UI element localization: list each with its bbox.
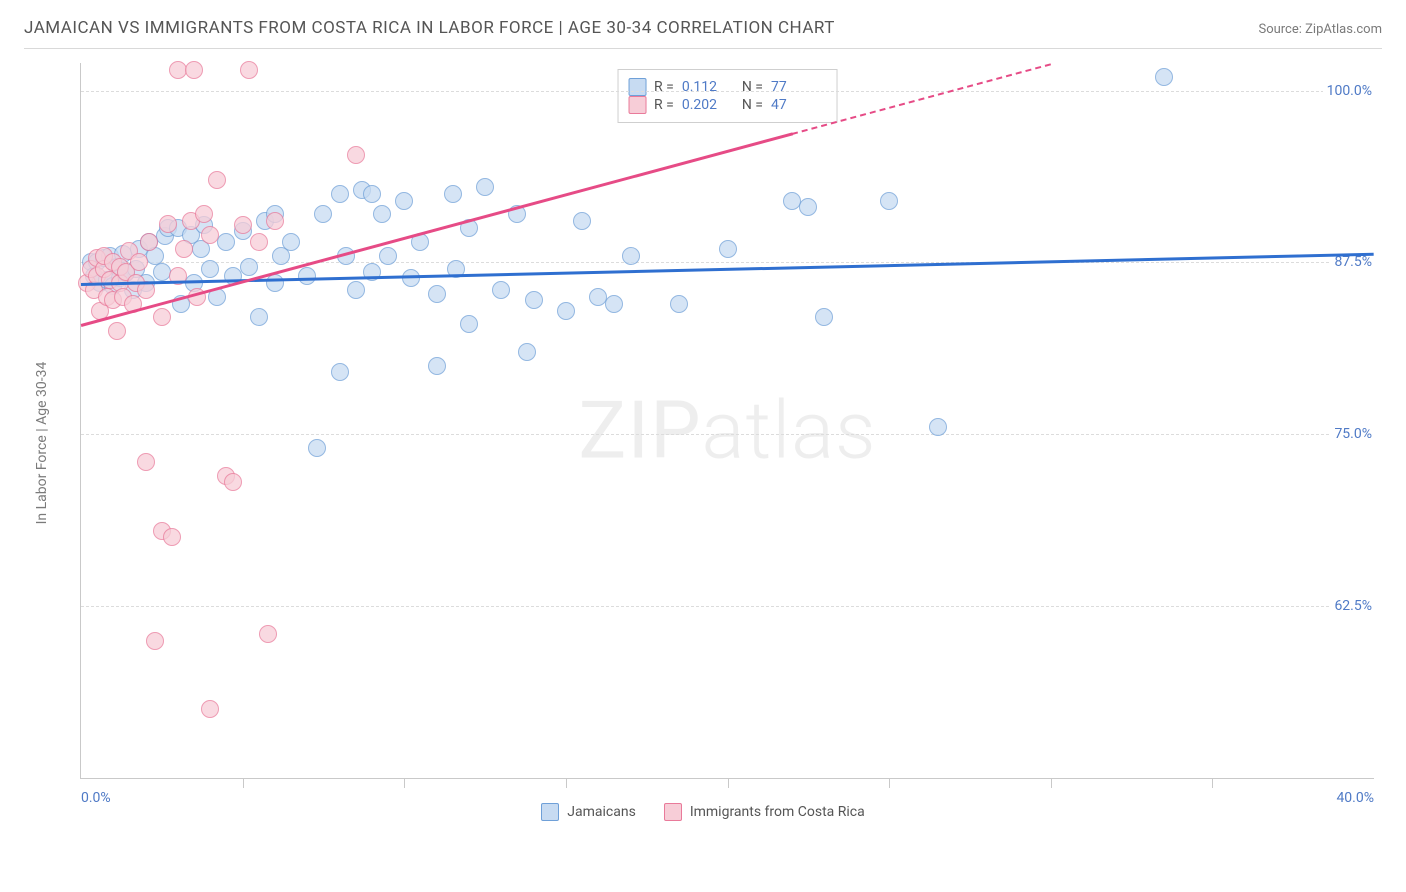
source-attribution: Source: ZipAtlas.com (1258, 22, 1382, 37)
x-tick (243, 778, 244, 788)
scatter-point (573, 212, 591, 230)
scatter-point (130, 253, 148, 271)
stat-n-label: N = (742, 97, 763, 113)
scatter-point (250, 233, 268, 251)
watermark: ZIPatlas (578, 383, 876, 477)
scatter-point (929, 418, 947, 436)
scatter-point (460, 315, 478, 333)
scatter-point (373, 205, 391, 223)
scatter-point (201, 226, 219, 244)
stat-row: R = 0.112 N = 77 (628, 78, 823, 96)
scatter-point (201, 700, 219, 718)
gridline (81, 91, 1374, 92)
scatter-point (331, 363, 349, 381)
chart-title: JAMAICAN VS IMMIGRANTS FROM COSTA RICA I… (24, 18, 835, 38)
scatter-point (240, 61, 258, 79)
scatter-point (314, 205, 332, 223)
scatter-point (140, 233, 158, 251)
legend-label: Jamaicans (567, 804, 636, 820)
stat-r-label: R = (654, 79, 674, 95)
scatter-point (525, 291, 543, 309)
legend: Jamaicans Immigrants from Costa Rica (24, 803, 1382, 821)
x-tick (1051, 778, 1052, 788)
scatter-point (880, 192, 898, 210)
x-tick (889, 778, 890, 788)
x-tick (404, 778, 405, 788)
legend-label: Immigrants from Costa Rica (690, 804, 865, 820)
scatter-point (137, 453, 155, 471)
swatch-icon (664, 803, 682, 821)
scatter-point (266, 274, 284, 292)
gridline (81, 434, 1374, 435)
stat-legend-box: R = 0.112 N = 77 R = 0.202 N = 47 (617, 69, 838, 123)
scatter-point (208, 171, 226, 189)
scatter-point (175, 240, 193, 258)
stat-n-value: 47 (771, 97, 823, 113)
scatter-point (476, 178, 494, 196)
stat-r-value: 0.202 (682, 97, 734, 113)
stat-row: R = 0.202 N = 47 (628, 96, 823, 114)
y-tick-label: 100.0% (1323, 83, 1376, 99)
scatter-point (1155, 68, 1173, 86)
scatter-point (815, 308, 833, 326)
scatter-point (282, 233, 300, 251)
scatter-point (395, 192, 413, 210)
scatter-point (444, 185, 462, 203)
stat-n-label: N = (742, 79, 763, 95)
stat-r-value: 0.112 (682, 79, 734, 95)
scatter-point (492, 281, 510, 299)
scatter-point (347, 281, 365, 299)
swatch-icon (541, 803, 559, 821)
scatter-point (250, 308, 268, 326)
scatter-point (240, 258, 258, 276)
scatter-point (108, 322, 126, 340)
scatter-point (201, 260, 219, 278)
scatter-point (159, 215, 177, 233)
scatter-point (518, 343, 536, 361)
swatch-icon (628, 96, 646, 114)
stat-r-label: R = (654, 97, 674, 113)
scatter-point (146, 632, 164, 650)
y-tick-label: 62.5% (1330, 598, 1376, 614)
legend-item: Jamaicans (541, 803, 636, 821)
scatter-point (195, 205, 213, 223)
swatch-icon (628, 78, 646, 96)
scatter-point (331, 185, 349, 203)
title-bar: JAMAICAN VS IMMIGRANTS FROM COSTA RICA I… (24, 18, 1382, 49)
scatter-point (428, 285, 446, 303)
chart-wrapper: JAMAICAN VS IMMIGRANTS FROM COSTA RICA I… (0, 0, 1406, 892)
scatter-point (557, 302, 575, 320)
gridline (81, 606, 1374, 607)
chart-area: In Labor Force | Age 30-34 ZIPatlas R = … (24, 53, 1382, 833)
scatter-point (163, 528, 181, 546)
y-tick-label: 87.5% (1330, 254, 1376, 270)
scatter-point (234, 216, 252, 234)
scatter-point (153, 263, 171, 281)
y-tick-label: 75.0% (1330, 426, 1376, 442)
scatter-point (217, 233, 235, 251)
scatter-point (428, 357, 446, 375)
x-tick (1212, 778, 1213, 788)
scatter-point (799, 198, 817, 216)
x-tick (728, 778, 729, 788)
scatter-point (266, 212, 284, 230)
scatter-point (153, 308, 171, 326)
scatter-point (622, 247, 640, 265)
y-axis-label: In Labor Force | Age 30-34 (34, 362, 50, 525)
legend-item: Immigrants from Costa Rica (664, 803, 865, 821)
scatter-point (670, 295, 688, 313)
stat-n-value: 77 (771, 79, 823, 95)
scatter-point (224, 473, 242, 491)
plot-region: ZIPatlas R = 0.112 N = 77 R = 0.202 N = … (80, 63, 1374, 779)
scatter-point (259, 625, 277, 643)
scatter-point (363, 185, 381, 203)
scatter-point (605, 295, 623, 313)
x-tick (566, 778, 567, 788)
scatter-point (308, 439, 326, 457)
scatter-point (347, 146, 365, 164)
scatter-point (185, 61, 203, 79)
scatter-point (719, 240, 737, 258)
scatter-point (379, 247, 397, 265)
scatter-point (298, 267, 316, 285)
